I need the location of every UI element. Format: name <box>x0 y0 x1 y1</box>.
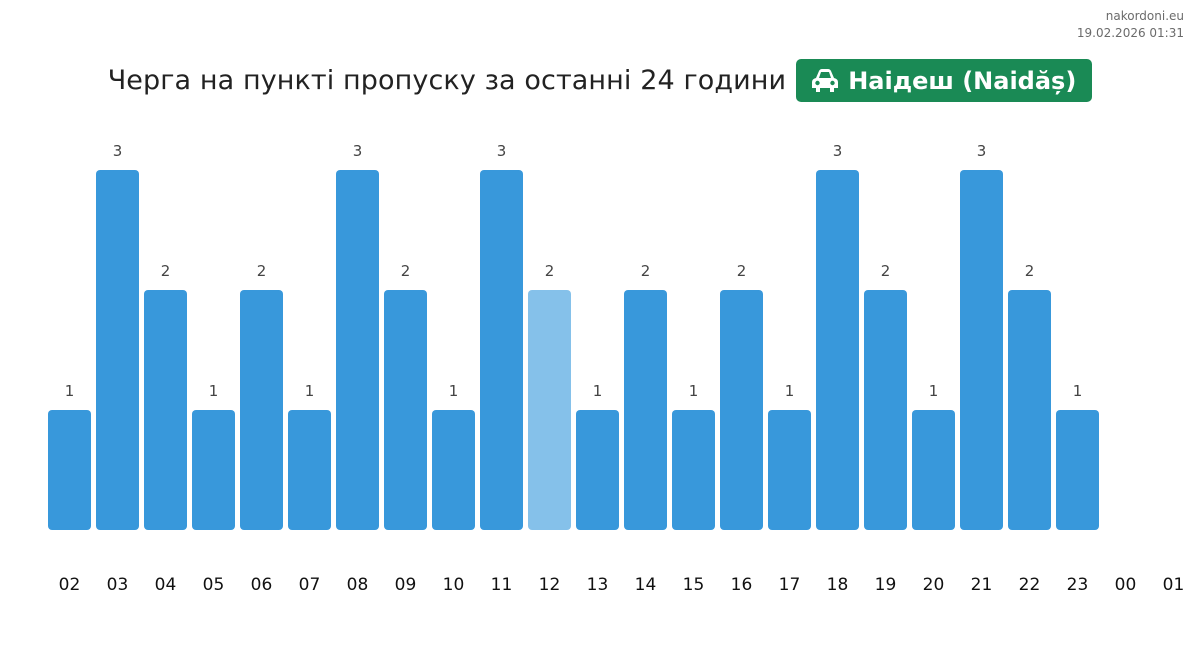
value-label-19: 2 <box>881 262 891 280</box>
bar-19[interactable] <box>864 290 907 530</box>
x-tick-17: 17 <box>779 575 801 595</box>
value-label-20: 1 <box>929 382 939 400</box>
value-label-22: 2 <box>1025 262 1035 280</box>
bar-16[interactable] <box>720 290 763 530</box>
x-tick-13: 13 <box>587 575 609 595</box>
value-label-21: 3 <box>977 142 987 160</box>
x-tick-09: 09 <box>395 575 417 595</box>
bar-17[interactable] <box>768 410 811 530</box>
bar-20[interactable] <box>912 410 955 530</box>
bar-21[interactable] <box>960 170 1003 530</box>
x-tick-21: 21 <box>971 575 993 595</box>
value-label-02: 1 <box>65 382 75 400</box>
bar-10[interactable] <box>432 410 475 530</box>
bar-08[interactable] <box>336 170 379 530</box>
x-tick-05: 05 <box>203 575 225 595</box>
bar-22[interactable] <box>1008 290 1051 530</box>
x-tick-04: 04 <box>155 575 177 595</box>
page-title: Черга на пункті пропуску за останні 24 г… <box>107 65 787 96</box>
value-label-14: 2 <box>641 262 651 280</box>
x-tick-06: 06 <box>251 575 273 595</box>
car-icon <box>812 68 839 92</box>
x-tick-10: 10 <box>443 575 465 595</box>
value-label-15: 1 <box>689 382 699 400</box>
x-tick-14: 14 <box>635 575 657 595</box>
x-tick-07: 07 <box>299 575 321 595</box>
bar-03[interactable] <box>96 170 139 530</box>
value-label-16: 2 <box>737 262 747 280</box>
value-label-09: 2 <box>401 262 411 280</box>
x-tick-03: 03 <box>107 575 129 595</box>
chart-header: Черга на пункті пропуску за останні 24 г… <box>0 59 1200 102</box>
site-info: nakordoni.eu 19.02.2026 01:31 <box>1077 8 1184 42</box>
value-label-12: 2 <box>545 262 555 280</box>
x-tick-23: 23 <box>1067 575 1089 595</box>
site-name[interactable]: nakordoni.eu <box>1105 9 1184 23</box>
x-tick-19: 19 <box>875 575 897 595</box>
x-tick-22: 22 <box>1019 575 1041 595</box>
value-label-04: 2 <box>161 262 171 280</box>
x-tick-12: 12 <box>539 575 561 595</box>
x-tick-01: 01 <box>1163 575 1185 595</box>
value-label-05: 1 <box>209 382 219 400</box>
bar-07[interactable] <box>288 410 331 530</box>
bar-11[interactable] <box>480 170 523 530</box>
bar-04[interactable] <box>144 290 187 530</box>
value-label-13: 1 <box>593 382 603 400</box>
x-tick-00: 00 <box>1115 575 1137 595</box>
x-tick-18: 18 <box>827 575 849 595</box>
bar-05[interactable] <box>192 410 235 530</box>
crossing-badge: Наідеш (Naidăș) <box>796 59 1093 102</box>
x-tick-20: 20 <box>923 575 945 595</box>
value-label-07: 1 <box>305 382 315 400</box>
value-label-23: 1 <box>1073 382 1083 400</box>
bar-09[interactable] <box>384 290 427 530</box>
value-label-17: 1 <box>785 382 795 400</box>
crossing-name: Наідеш (Naidăș) <box>848 66 1077 95</box>
value-label-08: 3 <box>353 142 363 160</box>
bar-06[interactable] <box>240 290 283 530</box>
bar-15[interactable] <box>672 410 715 530</box>
value-label-10: 1 <box>449 382 459 400</box>
x-tick-16: 16 <box>731 575 753 595</box>
value-label-03: 3 <box>113 142 123 160</box>
bar-14[interactable] <box>624 290 667 530</box>
value-label-18: 3 <box>833 142 843 160</box>
bar-12[interactable] <box>528 290 571 530</box>
x-tick-08: 08 <box>347 575 369 595</box>
bar-18[interactable] <box>816 170 859 530</box>
bar-23[interactable] <box>1056 410 1099 530</box>
x-tick-11: 11 <box>491 575 513 595</box>
value-label-06: 2 <box>257 262 267 280</box>
x-tick-02: 02 <box>59 575 81 595</box>
x-tick-15: 15 <box>683 575 705 595</box>
value-label-11: 3 <box>497 142 507 160</box>
timestamp: 19.02.2026 01:31 <box>1076 26 1184 40</box>
bar-13[interactable] <box>576 410 619 530</box>
bar-02[interactable] <box>48 410 91 530</box>
